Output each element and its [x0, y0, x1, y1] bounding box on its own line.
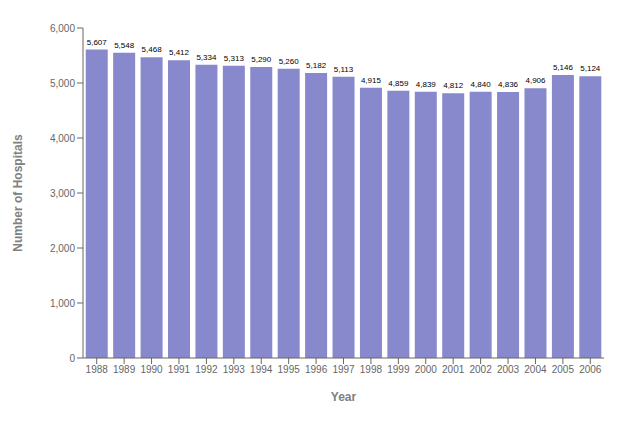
svg-text:2005: 2005	[552, 364, 575, 375]
svg-text:1996: 1996	[305, 364, 328, 375]
svg-text:2004: 2004	[524, 364, 547, 375]
svg-text:4,000: 4,000	[50, 133, 75, 144]
svg-text:2000: 2000	[415, 364, 438, 375]
svg-text:4,915: 4,915	[361, 76, 382, 85]
svg-text:1990: 1990	[140, 364, 163, 375]
svg-text:1988: 1988	[86, 364, 109, 375]
svg-text:5,000: 5,000	[50, 78, 75, 89]
svg-text:1992: 1992	[195, 364, 218, 375]
svg-text:1993: 1993	[223, 364, 246, 375]
svg-text:5,412: 5,412	[169, 48, 190, 57]
svg-text:4,836: 4,836	[498, 80, 519, 89]
svg-text:Year: Year	[331, 390, 357, 404]
svg-text:1999: 1999	[387, 364, 410, 375]
svg-text:5,113: 5,113	[334, 65, 354, 74]
svg-text:5,468: 5,468	[142, 45, 163, 54]
svg-text:5,548: 5,548	[114, 41, 135, 50]
svg-text:5,146: 5,146	[553, 63, 574, 72]
svg-text:4,839: 4,839	[416, 80, 437, 89]
svg-text:5,182: 5,182	[306, 61, 327, 70]
svg-text:1994: 1994	[250, 364, 273, 375]
svg-text:5,124: 5,124	[580, 64, 601, 73]
svg-text:2,000: 2,000	[50, 243, 75, 254]
svg-text:4,859: 4,859	[388, 79, 409, 88]
svg-text:Number of Hospitals: Number of Hospitals	[11, 134, 25, 252]
svg-text:1998: 1998	[360, 364, 383, 375]
svg-text:1995: 1995	[278, 364, 301, 375]
svg-text:4,840: 4,840	[471, 80, 492, 89]
svg-text:5,313: 5,313	[224, 54, 245, 63]
svg-text:5,290: 5,290	[251, 55, 272, 64]
svg-text:3,000: 3,000	[50, 188, 75, 199]
svg-text:4,812: 4,812	[443, 81, 464, 90]
svg-text:5,607: 5,607	[87, 38, 108, 47]
svg-text:5,260: 5,260	[279, 57, 300, 66]
svg-text:0: 0	[69, 353, 75, 364]
svg-text:2003: 2003	[497, 364, 520, 375]
svg-text:1991: 1991	[168, 364, 191, 375]
svg-text:5,334: 5,334	[196, 53, 217, 62]
svg-text:2006: 2006	[579, 364, 602, 375]
svg-text:1,000: 1,000	[50, 298, 75, 309]
svg-text:2001: 2001	[442, 364, 465, 375]
svg-text:2002: 2002	[469, 364, 492, 375]
svg-text:6,000: 6,000	[50, 23, 75, 34]
svg-text:1997: 1997	[332, 364, 355, 375]
svg-text:4,906: 4,906	[525, 76, 546, 85]
svg-text:1989: 1989	[113, 364, 136, 375]
